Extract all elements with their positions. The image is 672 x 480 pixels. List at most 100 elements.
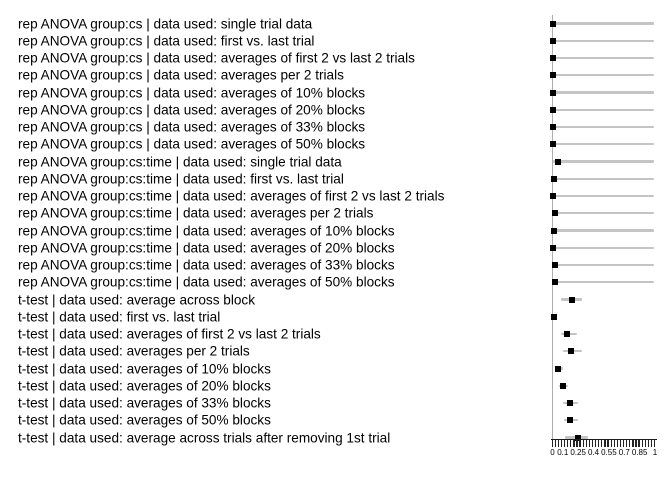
range-bar <box>552 229 654 232</box>
axis-minor-tick <box>626 439 628 447</box>
row-label: rep ANOVA group:cs | data used: averages… <box>18 102 366 118</box>
row-label: rep ANOVA group:cs:time | data used: ave… <box>18 240 395 256</box>
row-label: rep ANOVA group:cs:time | data used: fir… <box>18 171 344 187</box>
axis-minor-tick <box>604 439 606 447</box>
point-marker <box>554 158 561 165</box>
point-marker <box>551 279 558 286</box>
row-label: t-test | data used: averages of 20% bloc… <box>18 378 271 394</box>
range-bar <box>552 281 654 284</box>
plot-row: t-test | data used: average across trial… <box>0 429 672 446</box>
axis-minor-tick <box>601 439 603 447</box>
point-marker <box>567 348 574 355</box>
range-bar <box>552 263 654 267</box>
plot-row: rep ANOVA group:cs | data used: averages… <box>0 136 672 153</box>
axis-minor-tick <box>622 439 625 447</box>
range-bar <box>552 74 654 77</box>
point-marker <box>550 72 556 79</box>
plot-row: t-test | data used: averages of 33% bloc… <box>0 395 672 412</box>
axis-minor-tick <box>654 439 656 447</box>
range-bar <box>552 246 654 249</box>
axis-minor-tick <box>554 439 556 447</box>
row-label: rep ANOVA group:cs:time | data used: ave… <box>18 188 445 204</box>
point-marker <box>550 106 556 113</box>
axis-minor-tick <box>594 439 597 447</box>
row-label: rep ANOVA group:cs:time | data used: ave… <box>18 257 395 273</box>
point-marker <box>550 141 556 148</box>
plot-row: rep ANOVA group:cs:time | data used: ave… <box>0 239 672 256</box>
axis-tick-label: 0 <box>550 448 555 457</box>
point-marker <box>563 331 570 337</box>
plot-row: t-test | data used: averages of 10% bloc… <box>0 360 672 377</box>
point-marker <box>575 434 582 441</box>
axis-minor-tick <box>644 439 646 447</box>
row-label: t-test | data used: averages of 33% bloc… <box>18 395 271 411</box>
row-label: t-test | data used: averages per 2 trial… <box>18 343 250 359</box>
axis-minor-tick <box>557 439 559 447</box>
point-marker <box>554 365 561 372</box>
row-label: t-test | data used: averages of 50% bloc… <box>18 412 271 428</box>
point-marker <box>550 313 557 320</box>
axis-minor-tick <box>647 439 650 447</box>
point-marker <box>550 227 557 234</box>
plot-row: rep ANOVA group:cs | data used: averages… <box>0 84 672 101</box>
axis-minor-tick <box>579 439 581 447</box>
plot-row: rep ANOVA group:cs | data used: averages… <box>0 119 672 136</box>
point-marker <box>559 382 566 389</box>
row-label: rep ANOVA group:cs | data used: averages… <box>18 85 366 100</box>
row-label: rep ANOVA group:cs | data used: averages… <box>18 136 366 152</box>
row-label: t-test | data used: averages of first 2 … <box>18 326 321 342</box>
plot-row: t-test | data used: averages of 50% bloc… <box>0 412 672 429</box>
row-label: rep ANOVA group:cs | data used: averages… <box>18 50 415 66</box>
axis-minor-tick <box>570 439 572 447</box>
plot-row: t-test | data used: averages per 2 trial… <box>0 343 672 360</box>
axis-minor-tick <box>560 439 563 447</box>
axis-minor-tick <box>632 439 634 447</box>
row-label: rep ANOVA group:cs:time | data used: sin… <box>18 154 342 169</box>
axis-tick-label: 0.4 <box>587 448 600 457</box>
point-marker <box>550 175 557 182</box>
plot-row: t-test | data used: first vs. last trial <box>0 308 672 325</box>
point-marker <box>568 296 575 303</box>
plot-row: rep ANOVA group:cs | data used: averages… <box>0 67 672 84</box>
range-bar <box>552 22 654 25</box>
plot-row: rep ANOVA group:cs | data used: first vs… <box>0 32 672 49</box>
axis-tick-label: 0.1 <box>557 448 569 457</box>
axis-minor-tick <box>616 439 619 447</box>
plot-row: rep ANOVA group:cs:time | data used: fir… <box>0 170 672 187</box>
range-bar <box>552 56 654 60</box>
row-label: t-test | data used: average across block <box>18 292 256 307</box>
axis-minor-tick <box>638 439 640 447</box>
row-label: rep ANOVA group:cs:time | data used: ave… <box>18 205 374 221</box>
point-marker <box>551 262 558 268</box>
range-bar <box>552 108 654 111</box>
axis-tick-label: 0.85 <box>631 448 648 457</box>
row-label: rep ANOVA group:cs | data used: averages… <box>18 67 344 83</box>
row-label: rep ANOVA group:cs:time | data used: ave… <box>18 274 395 290</box>
point-marker <box>550 124 556 130</box>
axis-minor-tick <box>610 439 612 447</box>
range-bar <box>552 143 654 146</box>
axis-minor-tick <box>567 439 569 447</box>
axis-tick-label: 0.7 <box>618 448 630 457</box>
plot-row: t-test | data used: average across block <box>0 291 672 308</box>
point-marker <box>549 193 556 199</box>
plot-row: rep ANOVA group:cs:time | data used: ave… <box>0 188 672 205</box>
row-label: t-test | data used: first vs. last trial <box>18 309 221 325</box>
axis-minor-tick <box>607 439 609 447</box>
axis-tick-label: 1 <box>652 448 658 457</box>
point-marker <box>550 89 556 96</box>
axis-minor-tick <box>585 439 587 447</box>
plot-row: rep ANOVA group:cs:time | data used: ave… <box>0 274 672 291</box>
row-label: rep ANOVA group:cs:time | data used: ave… <box>18 223 395 238</box>
axis-minor-tick <box>573 439 575 447</box>
point-marker <box>566 400 573 406</box>
range-bar <box>552 39 654 42</box>
plot-row: rep ANOVA group:cs:time | data used: ave… <box>0 222 672 239</box>
axis-tick-label: 0.55 <box>601 448 617 457</box>
range-bar <box>552 91 654 94</box>
axis-minor-tick <box>650 439 653 447</box>
axis-tick-label: 0.25 <box>570 448 586 457</box>
range-bar <box>552 160 654 163</box>
row-label: t-test | data used: averages of 10% bloc… <box>18 361 271 376</box>
